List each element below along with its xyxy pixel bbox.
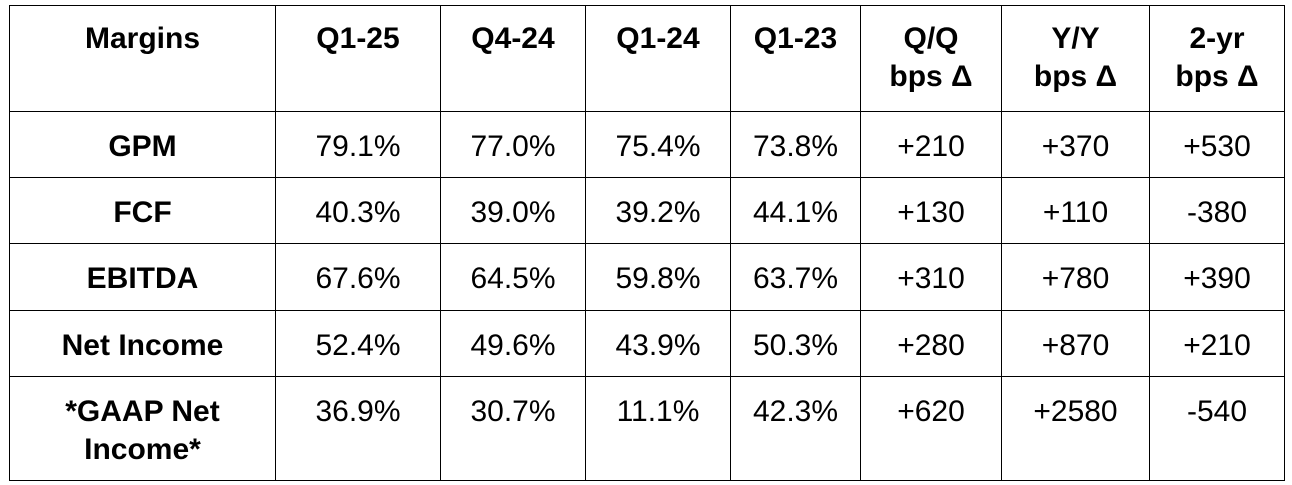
header-yy-bps: Y/Y bps Δ [1001, 5, 1150, 112]
table-cell: +870 [1001, 309, 1150, 377]
margins-table: Margins Q1-25 Q4-24 Q1-24 Q1-23 Q/Q bps Δ… [9, 5, 1285, 482]
table-cell: 79.1% [275, 110, 441, 179]
table-cell: -540 [1149, 375, 1285, 482]
table-cell: +2580 [1001, 375, 1150, 482]
table-cell: +310 [860, 243, 1002, 311]
table-cell: 30.7% [440, 375, 586, 482]
table-cell: 52.4% [275, 309, 441, 377]
table-row-ebitda: EBITDA 67.6% 64.5% 59.8% 63.7% +310 +780… [9, 243, 1285, 311]
table-cell: 42.3% [730, 375, 861, 482]
table-cell: 43.9% [585, 309, 731, 377]
header-q1-23: Q1-23 [730, 5, 861, 112]
table-cell: 77.0% [440, 110, 586, 179]
row-label: *GAAP Net Income* [9, 375, 276, 482]
table-cell: -380 [1149, 177, 1285, 245]
table-cell: 49.6% [440, 309, 586, 377]
table-cell: 59.8% [585, 243, 731, 311]
table-cell: 67.6% [275, 243, 441, 311]
header-2yr-bps: 2-yr bps Δ [1149, 5, 1285, 112]
table-cell: +210 [1149, 309, 1285, 377]
header-q1-24: Q1-24 [585, 5, 731, 112]
table-row-net-income: Net Income 52.4% 49.6% 43.9% 50.3% +280 … [9, 309, 1285, 377]
header-margins: Margins [9, 5, 276, 112]
table-cell: 39.0% [440, 177, 586, 245]
table-cell: 63.7% [730, 243, 861, 311]
header-q1-25: Q1-25 [275, 5, 441, 112]
table-cell: +620 [860, 375, 1002, 482]
table-cell: +130 [860, 177, 1002, 245]
table-cell: +110 [1001, 177, 1150, 245]
table-cell: +280 [860, 309, 1002, 377]
row-label: EBITDA [9, 243, 276, 311]
table-cell: 75.4% [585, 110, 731, 179]
header-row: Margins Q1-25 Q4-24 Q1-24 Q1-23 Q/Q bps Δ… [9, 5, 1285, 112]
table-cell: 44.1% [730, 177, 861, 245]
table-row-gpm: GPM 79.1% 77.0% 75.4% 73.8% +210 +370 +5… [9, 110, 1285, 179]
header-q4-24: Q4-24 [440, 5, 586, 112]
table-cell: 40.3% [275, 177, 441, 245]
table-row-fcf: FCF 40.3% 39.0% 39.2% 44.1% +130 +110 -3… [9, 177, 1285, 245]
table-cell: +530 [1149, 110, 1285, 179]
table-cell: +780 [1001, 243, 1150, 311]
table-cell: 36.9% [275, 375, 441, 482]
table-row-gaap-net-income: *GAAP Net Income* 36.9% 30.7% 11.1% 42.3%… [9, 375, 1285, 482]
table-cell: 73.8% [730, 110, 861, 179]
table-cell: +390 [1149, 243, 1285, 311]
row-label: GPM [9, 110, 276, 179]
table-cell: +210 [860, 110, 1002, 179]
table-cell: 39.2% [585, 177, 731, 245]
row-label: Net Income [9, 309, 276, 377]
table-cell: 50.3% [730, 309, 861, 377]
table-cell: 11.1% [585, 375, 731, 482]
header-qq-bps: Q/Q bps Δ [860, 5, 1002, 112]
table-cell: +370 [1001, 110, 1150, 179]
table-cell: 64.5% [440, 243, 586, 311]
row-label: FCF [9, 177, 276, 245]
